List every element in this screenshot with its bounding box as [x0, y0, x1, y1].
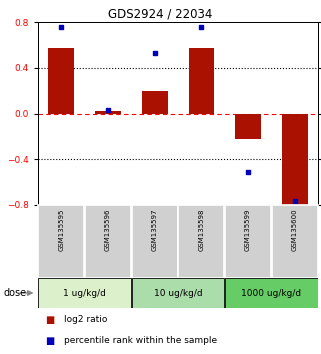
Text: GSM135596: GSM135596	[105, 209, 111, 251]
Text: 1000 ug/kg/d: 1000 ug/kg/d	[241, 289, 301, 297]
Bar	[142, 91, 168, 114]
Bar	[178, 205, 224, 278]
Text: percentile rank within the sample: percentile rank within the sample	[64, 336, 217, 346]
Text: ■: ■	[45, 315, 54, 325]
Text: 10 ug/kg/d: 10 ug/kg/d	[154, 289, 202, 297]
Point	[152, 50, 157, 56]
Bar	[225, 278, 317, 308]
Bar	[48, 48, 74, 114]
Bar	[188, 48, 214, 114]
Point	[292, 199, 297, 204]
Text: dose: dose	[3, 288, 26, 298]
Text: ■: ■	[45, 336, 54, 346]
Point	[246, 169, 251, 175]
Text: GSM135599: GSM135599	[245, 209, 251, 251]
Bar	[39, 278, 131, 308]
Text: GSM135598: GSM135598	[198, 209, 204, 251]
Bar	[282, 114, 308, 207]
Bar	[39, 205, 84, 278]
Text: 1 ug/kg/d: 1 ug/kg/d	[63, 289, 106, 297]
Text: GSM135595: GSM135595	[58, 209, 64, 251]
Text: log2 ratio: log2 ratio	[64, 315, 108, 324]
Bar	[225, 205, 271, 278]
Text: GDS2924 / 22034: GDS2924 / 22034	[108, 7, 213, 20]
Bar	[272, 205, 317, 278]
Bar	[95, 111, 121, 114]
Bar	[85, 205, 131, 278]
Point	[199, 25, 204, 30]
Text: GSM135600: GSM135600	[292, 209, 298, 251]
Point	[105, 107, 110, 113]
Bar	[132, 278, 224, 308]
Bar	[132, 205, 178, 278]
Bar	[235, 114, 261, 139]
Text: GSM135597: GSM135597	[152, 209, 158, 251]
Point	[59, 25, 64, 30]
